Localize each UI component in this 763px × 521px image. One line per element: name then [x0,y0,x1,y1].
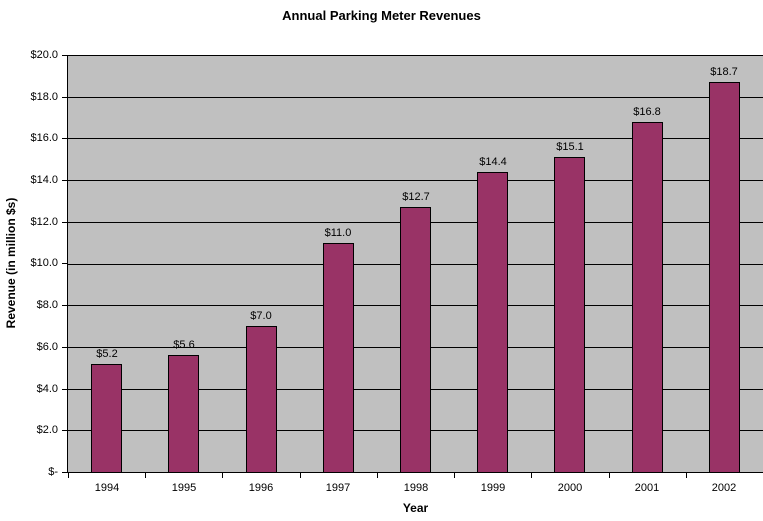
y-tick-mark [62,138,68,139]
bar-value-label: $7.0 [250,310,272,322]
y-tick-label: $10.0 [30,257,58,269]
bar [323,243,354,472]
x-tick-mark [609,473,610,478]
x-tick-mark [686,473,687,478]
bar-value-label: $15.1 [556,141,584,153]
x-tick-label: 1995 [171,482,197,494]
gridline [68,138,763,139]
y-tick-label: $16.0 [30,132,58,144]
x-tick-label: 1998 [403,482,429,494]
bar [168,355,199,472]
x-tick-mark [222,473,223,478]
y-tick-label: $12.0 [30,216,58,228]
y-tick-label: $6.0 [36,341,58,353]
x-tick-label: 1994 [94,482,120,494]
y-tick-label: $- [48,466,58,478]
bar-value-label: $12.7 [402,191,430,203]
x-tick-mark [300,473,301,478]
bar [554,157,585,472]
x-tick-label: 1996 [248,482,274,494]
y-tick-mark [62,55,68,56]
bar [709,82,740,472]
y-tick-label: $18.0 [30,91,58,103]
bar [632,122,663,472]
y-tick-label: $4.0 [36,383,58,395]
y-tick-mark [62,430,68,431]
x-tick-label: 2000 [557,482,583,494]
y-tick-label: $20.0 [30,49,58,61]
x-tick-mark [377,473,378,478]
plot-area: $5.2 $5.6 $7.0 $11.0 $12.7 $14.4 $15.1 $16.8 $18… [67,55,763,473]
bar [477,172,508,472]
x-tick-label: 2001 [634,482,660,494]
y-tick-mark [62,305,68,306]
gridline [68,97,763,98]
x-tick-label: 1997 [325,482,351,494]
x-tick-mark [145,473,146,478]
x-tick-mark [531,473,532,478]
x-tick-label: 1999 [480,482,506,494]
bar [246,326,277,472]
bar-value-label: $18.7 [710,66,738,78]
bar-value-label: $11.0 [324,227,352,239]
x-tick-mark [68,473,69,478]
bar-value-label: $5.6 [173,339,195,351]
y-tick-mark [62,180,68,181]
gridline [68,180,763,181]
y-tick-label: $14.0 [30,174,58,186]
x-tick-label: 2002 [711,482,737,494]
bar [91,364,122,472]
y-tick-label: $8.0 [36,299,58,311]
bar-value-label: $5.2 [96,348,118,360]
y-tick-mark [62,222,68,223]
x-axis-title: Year [402,501,429,515]
bar [400,207,431,472]
gridline [68,55,763,56]
bar-value-label: $14.4 [479,156,507,168]
y-tick-mark [62,347,68,348]
y-tick-mark [62,263,68,264]
chart-title: Annual Parking Meter Revenues [282,8,481,23]
y-tick-mark [62,389,68,390]
bar-value-label: $16.8 [633,106,661,118]
y-tick-mark [62,97,68,98]
x-tick-mark [454,473,455,478]
y-tick-label: $2.0 [36,424,58,436]
y-tick-mark [62,472,68,473]
